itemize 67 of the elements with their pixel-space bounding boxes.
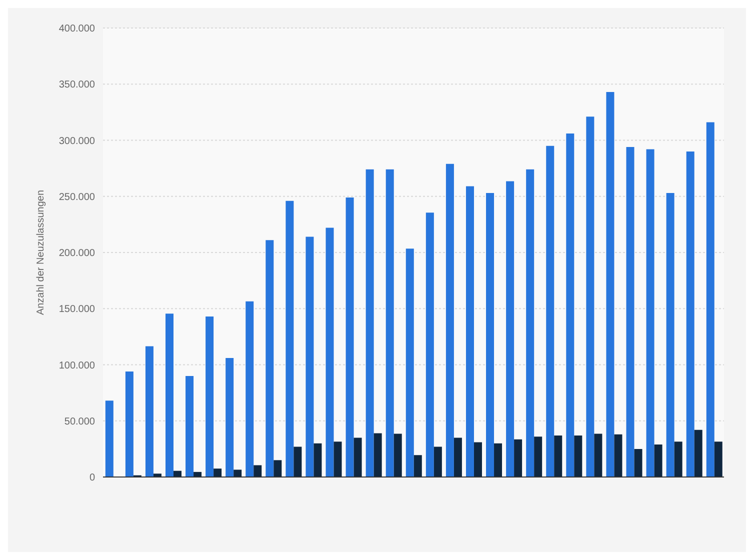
bar — [434, 446, 442, 477]
bar — [414, 455, 422, 477]
bar — [406, 248, 414, 477]
bar — [574, 435, 582, 477]
bar — [706, 122, 714, 477]
y-tick-label: 50.000 — [64, 416, 96, 428]
bar — [354, 438, 362, 477]
bar — [346, 198, 354, 477]
bar — [206, 316, 214, 477]
bar — [554, 435, 562, 477]
bar — [394, 434, 402, 477]
bar — [166, 314, 174, 477]
bar — [634, 448, 642, 477]
bar — [286, 200, 294, 477]
bar — [466, 186, 474, 477]
bar — [566, 134, 574, 477]
y-axis-title: Anzahl der Neuzulassungen — [36, 190, 47, 316]
bar — [594, 434, 602, 477]
bar — [294, 446, 302, 477]
bar — [454, 438, 462, 477]
bar — [426, 212, 434, 477]
y-tick-label: 300.000 — [58, 136, 96, 147]
bar — [686, 151, 694, 477]
y-tick-label: 150.000 — [58, 304, 96, 316]
bar — [486, 193, 494, 477]
bar — [254, 465, 262, 477]
bar — [314, 443, 322, 477]
bar — [586, 116, 594, 477]
y-tick-label: 200.000 — [58, 248, 96, 260]
y-tick-label: 250.000 — [58, 192, 96, 203]
y-tick-label: 400.000 — [58, 24, 96, 35]
bar — [226, 358, 234, 477]
bar — [266, 240, 274, 477]
bar — [654, 444, 662, 477]
y-tick-label: 350.000 — [58, 80, 96, 91]
bar — [125, 371, 134, 477]
bar — [446, 164, 454, 477]
bar — [614, 434, 622, 477]
bar — [234, 470, 242, 477]
bar — [694, 430, 702, 477]
bar — [334, 442, 342, 477]
bar — [494, 443, 502, 477]
bar — [474, 442, 482, 477]
bar — [326, 228, 334, 477]
bar — [514, 439, 522, 477]
bar — [274, 460, 282, 477]
bar — [386, 169, 394, 477]
bar — [546, 146, 554, 477]
y-tick-label: 0 — [89, 472, 96, 484]
bar — [646, 149, 654, 477]
y-tick-label: 100.000 — [58, 360, 96, 372]
bar — [714, 442, 722, 477]
bar — [186, 376, 194, 477]
bar — [374, 433, 382, 477]
bar — [246, 301, 254, 477]
bar — [105, 400, 114, 477]
bar — [366, 169, 374, 477]
bar — [626, 146, 634, 477]
bar — [534, 436, 542, 477]
bar — [606, 92, 614, 477]
bar — [145, 346, 154, 477]
bar — [666, 193, 674, 477]
bar — [674, 442, 682, 477]
bar — [306, 236, 314, 477]
bar — [214, 468, 222, 477]
bar — [506, 181, 514, 477]
bar — [526, 169, 534, 477]
